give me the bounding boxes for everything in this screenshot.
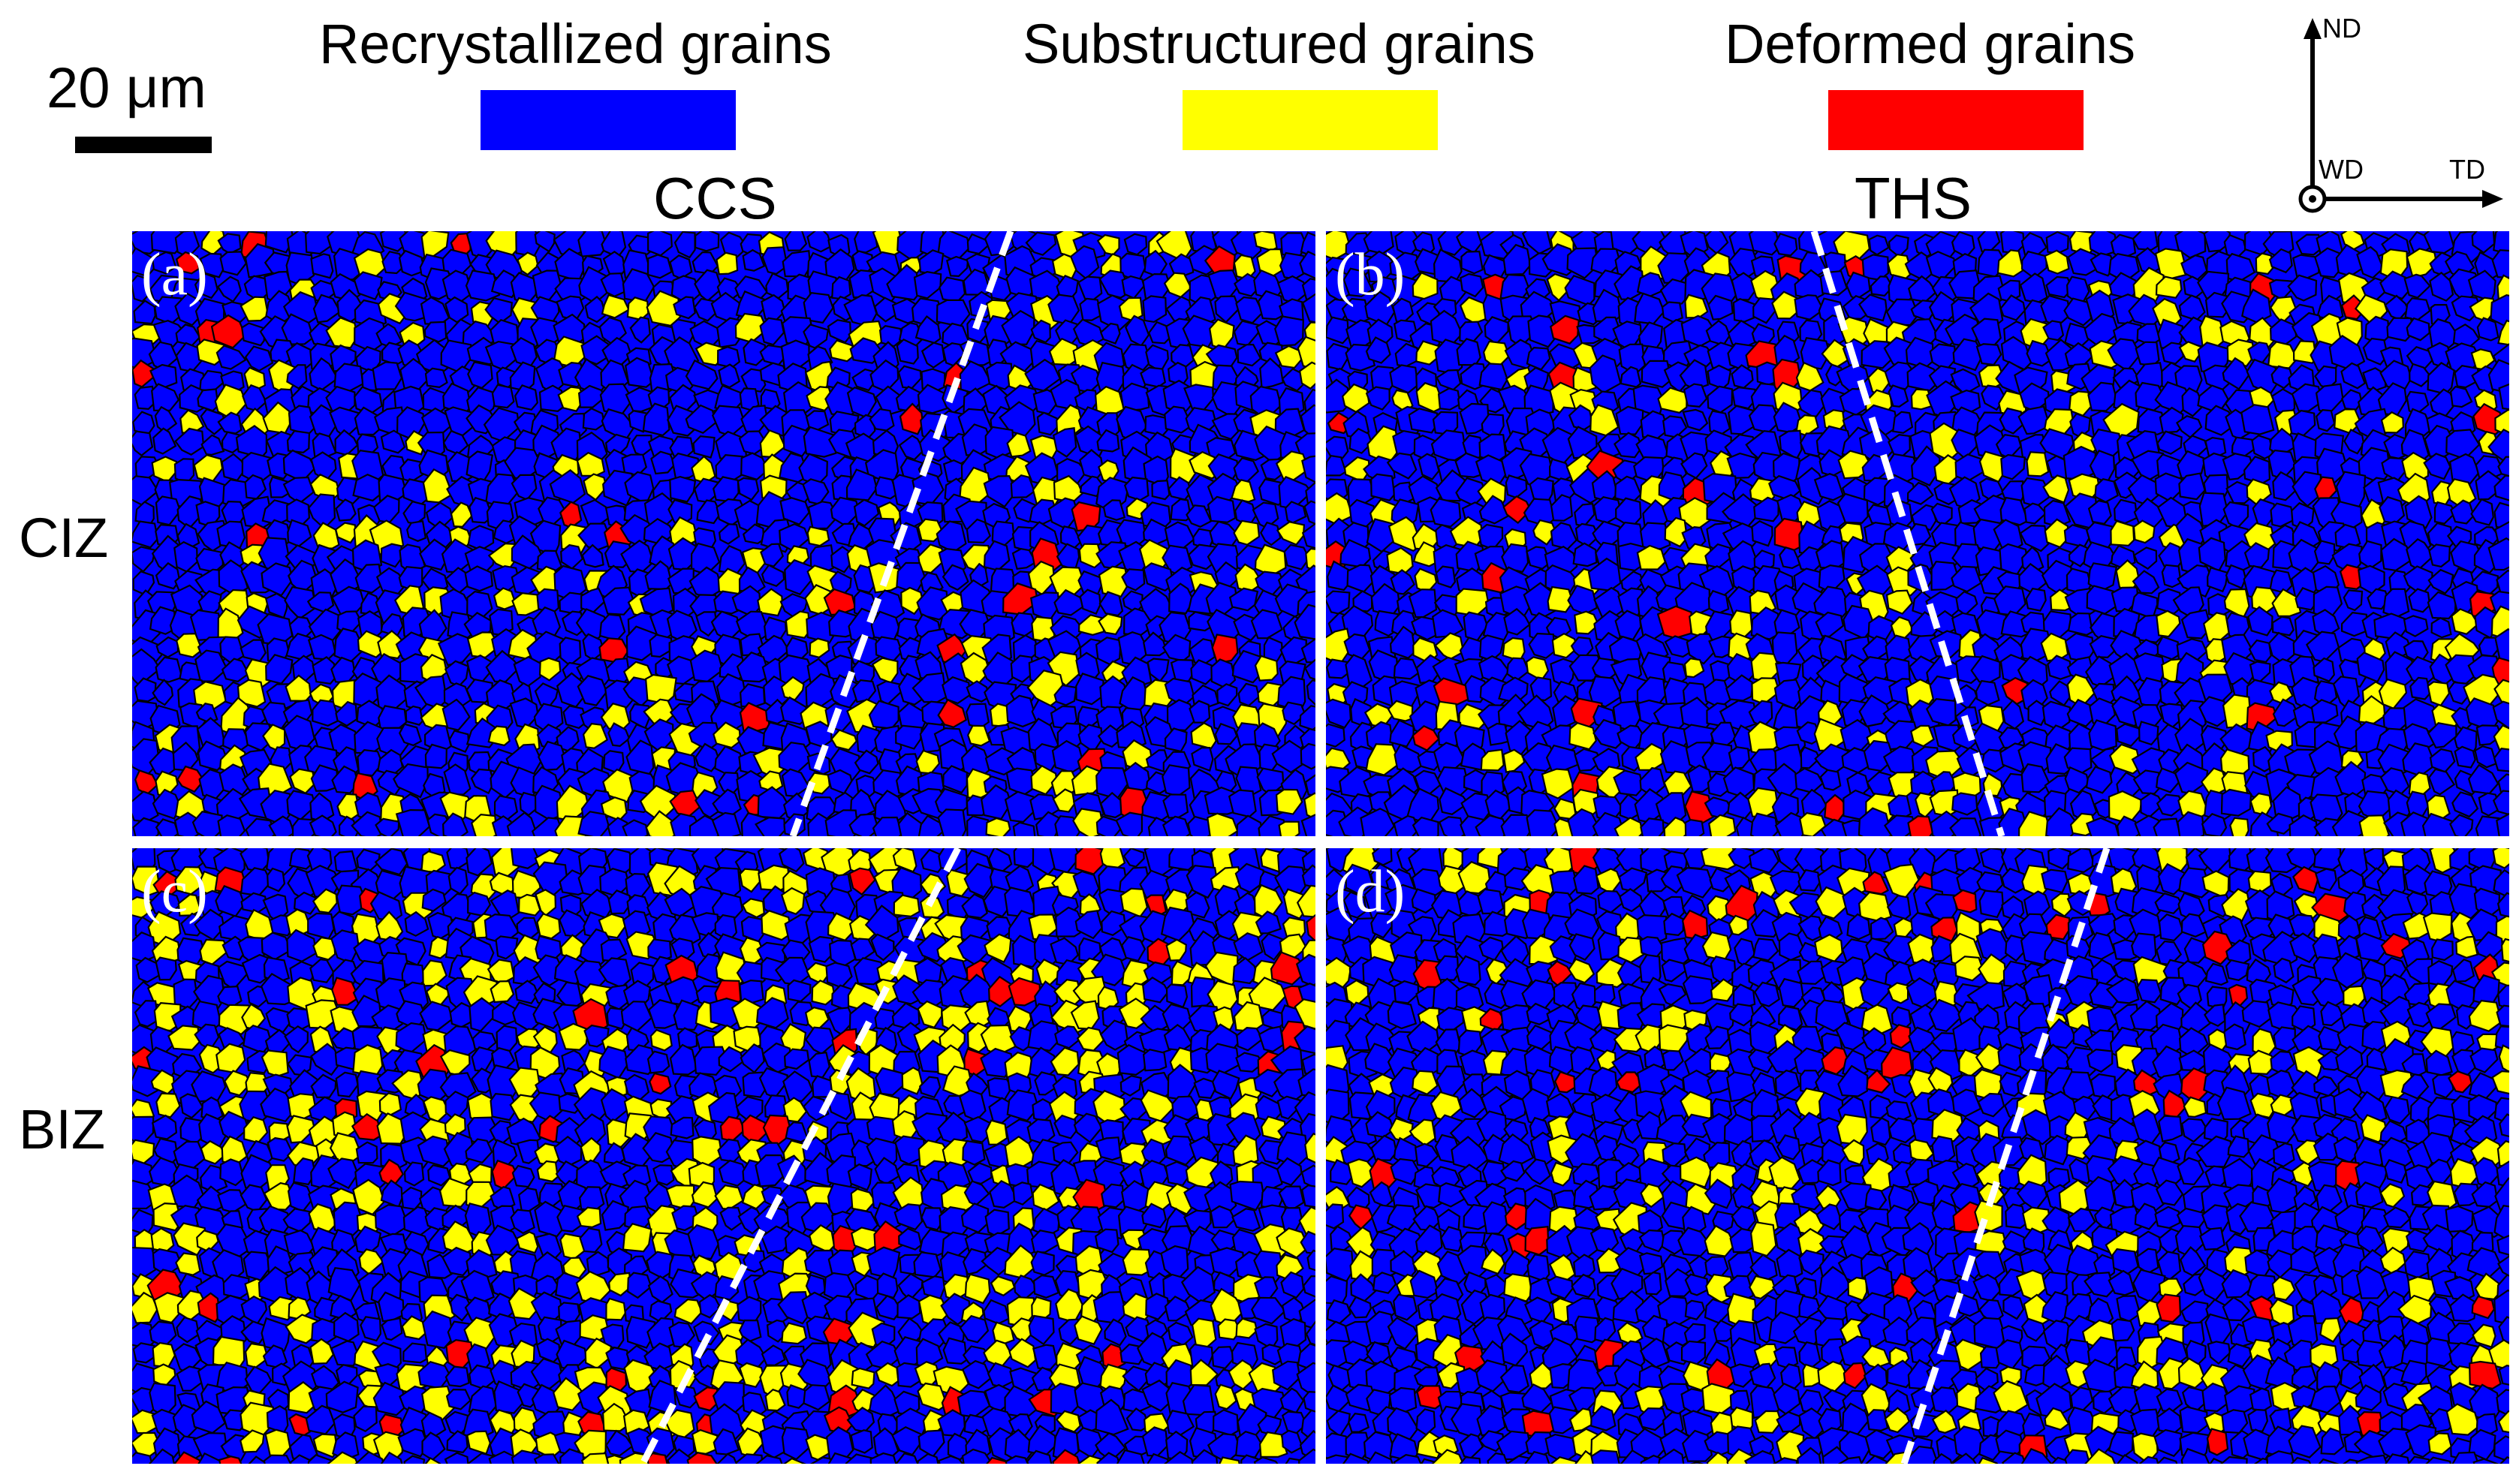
axis-label-td: TD — [2449, 154, 2485, 185]
panel-label: (b) — [1335, 242, 1406, 308]
legend-swatch-substructured — [1183, 90, 1438, 150]
scale-bar-label: 20 μm — [47, 56, 206, 120]
scale-bar — [75, 137, 212, 153]
row-label-top: CIZ — [19, 507, 109, 569]
column-title-left: CCS — [653, 165, 777, 231]
grain-map — [132, 848, 1315, 1464]
legend-label-recrystallized: Recrystallized grains — [319, 13, 832, 75]
coordinate-axes-icon — [2298, 18, 2503, 213]
legend-swatch-recrystallized — [481, 90, 736, 150]
row-label-bottom: BIZ — [19, 1098, 106, 1160]
map-panel-d: (d) — [1326, 848, 2509, 1464]
grain-map — [1326, 848, 2509, 1464]
legend-label-substructured: Substructured grains — [1023, 13, 1535, 75]
column-title-right: THS — [1855, 165, 1972, 231]
grain-map — [132, 231, 1315, 836]
legend-label-deformed: Deformed grains — [1725, 13, 2136, 75]
grain-map — [1326, 231, 2509, 836]
axis-label-nd: ND — [2322, 13, 2361, 44]
panel-label: (d) — [1335, 859, 1406, 925]
map-panel-b: (b) — [1326, 231, 2509, 836]
axis-label-wd: WD — [2319, 154, 2364, 185]
map-panel-c: (c) — [132, 848, 1315, 1464]
panel-label: (c) — [141, 859, 208, 925]
panel-label: (a) — [141, 242, 208, 308]
legend-swatch-deformed — [1828, 90, 2084, 150]
map-panel-a: (a) — [132, 231, 1315, 836]
